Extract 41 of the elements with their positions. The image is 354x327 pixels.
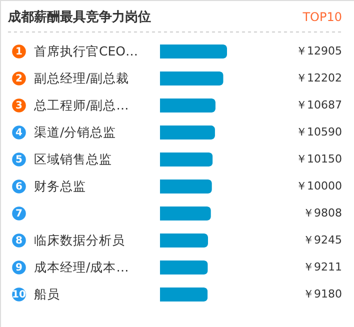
text: 6 (16, 182, 23, 192)
bar (160, 72, 224, 86)
text: 8 (16, 236, 23, 246)
bar (160, 206, 211, 220)
data-label: ￥9245 (303, 234, 342, 246)
y-tick-label: 总工程师/副总… (33, 98, 129, 112)
data-label: ￥10000 (296, 180, 342, 192)
y-tick-label: 副总经理/副总裁 (34, 70, 130, 86)
y-tick-label: 成本经理/成本… (34, 260, 129, 274)
text: 1 (16, 46, 23, 58)
bar (160, 180, 212, 194)
text: 4 (16, 128, 23, 138)
text: 2 (16, 74, 23, 84)
text: 9 (16, 262, 23, 274)
chart-title: 成都薪酬最具竞争力岗位 (7, 9, 151, 25)
y-tick-label: 船员 (34, 286, 60, 302)
bar (160, 288, 208, 302)
data-label: ￥9211 (303, 260, 342, 274)
text: 7 (16, 208, 23, 220)
text: 5 (16, 154, 23, 166)
y-tick-label: 渠道/分销总监 (34, 124, 116, 140)
y-tick-label: 首席执行官CEO… (34, 44, 138, 58)
bar (160, 234, 208, 248)
data-label: ￥10150 (296, 152, 342, 166)
data-label: ￥9180 (303, 288, 342, 300)
data-label: ￥12905 (296, 44, 342, 58)
text: TOP10 (302, 10, 342, 24)
text: 3 (16, 100, 23, 112)
data-label: ￥12202 (296, 72, 342, 84)
bar (160, 44, 227, 58)
bar (160, 126, 215, 140)
bar (160, 152, 213, 166)
data-label: ￥10687 (296, 98, 342, 112)
y-tick-label: 财务总监 (34, 178, 86, 194)
y-tick-label: 临床数据分析员 (34, 232, 125, 248)
text: 10 (12, 290, 26, 300)
data-label: ￥9808 (303, 206, 342, 220)
data-label: ￥10590 (296, 126, 342, 138)
bar (160, 260, 208, 274)
bar (160, 98, 216, 112)
y-tick-label: 区域销售总监 (34, 152, 112, 166)
